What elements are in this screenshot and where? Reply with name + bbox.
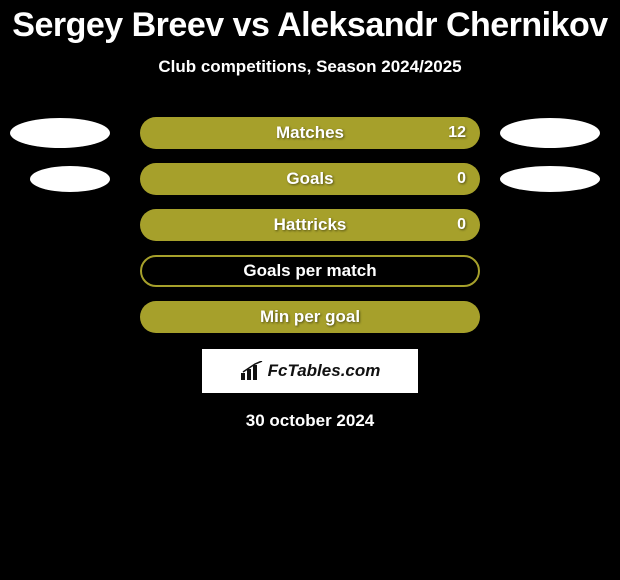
bar-chart-icon xyxy=(240,361,264,381)
stat-row: Goals 0 xyxy=(0,163,620,195)
comparison-subtitle: Club competitions, Season 2024/2025 xyxy=(0,57,620,77)
comparison-title: Sergey Breev vs Aleksandr Chernikov xyxy=(0,0,620,45)
stat-bar-min-per-goal: Min per goal xyxy=(140,301,480,333)
stat-bar-goals-per-match: Goals per match xyxy=(140,255,480,287)
stat-value: 12 xyxy=(448,124,466,142)
left-marker-ellipse xyxy=(10,118,110,148)
stat-value: 0 xyxy=(457,216,466,234)
snapshot-date: 30 october 2024 xyxy=(0,411,620,431)
stats-rows: Matches 12 Goals 0 Hattricks 0 Goals per… xyxy=(0,117,620,333)
stat-row: Min per goal xyxy=(0,301,620,333)
stat-bar-hattricks: Hattricks 0 xyxy=(140,209,480,241)
logo: FcTables.com xyxy=(240,361,381,381)
stat-label: Goals per match xyxy=(243,261,376,281)
logo-text: FcTables.com xyxy=(268,361,381,381)
stat-value: 0 xyxy=(457,170,466,188)
stat-bar-goals: Goals 0 xyxy=(140,163,480,195)
left-marker-ellipse xyxy=(30,166,110,192)
right-marker-ellipse xyxy=(500,118,600,148)
right-marker-ellipse xyxy=(500,166,600,192)
stat-label: Hattricks xyxy=(274,215,347,235)
stat-row: Goals per match xyxy=(0,255,620,287)
stat-label: Goals xyxy=(286,169,333,189)
stat-bar-matches: Matches 12 xyxy=(140,117,480,149)
stat-label: Matches xyxy=(276,123,344,143)
stat-row: Hattricks 0 xyxy=(0,209,620,241)
stat-row: Matches 12 xyxy=(0,117,620,149)
logo-box: FcTables.com xyxy=(202,349,418,393)
stat-label: Min per goal xyxy=(260,307,360,327)
